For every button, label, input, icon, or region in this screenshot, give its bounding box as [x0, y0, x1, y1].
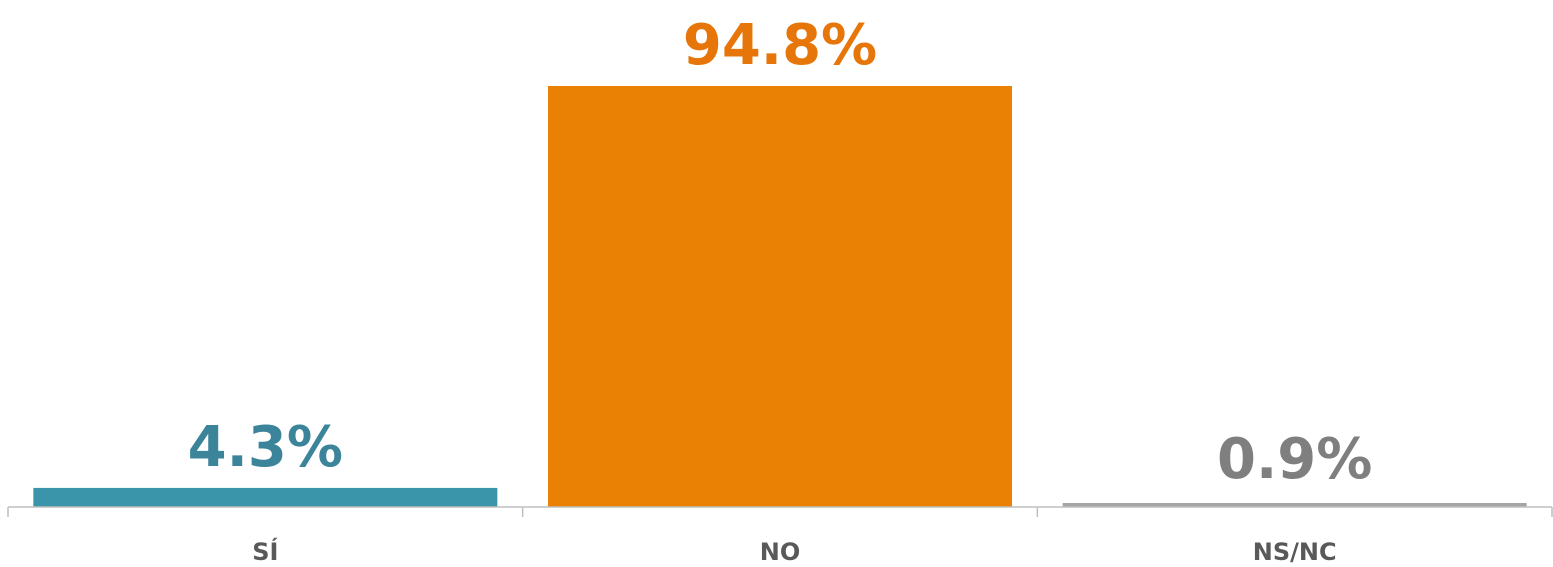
category-labels-group: SÍ NO NS/NC: [252, 537, 1336, 566]
x-axis-ticks: [7, 507, 1553, 517]
category-label-2: NO: [760, 538, 801, 566]
category-label-3: NS/NC: [1253, 538, 1337, 566]
value-label-2: 94.8%: [683, 13, 877, 78]
bars-group: [33, 86, 1527, 507]
bar-2: [548, 86, 1012, 507]
value-label-1: 4.3%: [188, 415, 343, 480]
value-label-3: 0.9%: [1217, 427, 1372, 492]
value-labels-group: 4.3% 94.8% 0.9%: [188, 13, 1373, 492]
bar-3: [1062, 503, 1527, 507]
bar-1: [33, 487, 498, 507]
category-label-1: SÍ: [252, 537, 278, 566]
